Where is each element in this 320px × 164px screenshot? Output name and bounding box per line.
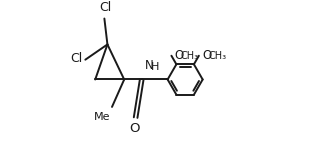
Text: CH₃: CH₃: [208, 51, 226, 61]
Text: O: O: [175, 49, 184, 62]
Text: O: O: [129, 123, 140, 135]
Text: O: O: [202, 49, 212, 62]
Text: Cl: Cl: [70, 52, 83, 65]
Text: CH₃: CH₃: [180, 51, 199, 61]
Text: H: H: [151, 62, 160, 72]
Text: Cl: Cl: [99, 1, 111, 14]
Text: Me: Me: [94, 112, 110, 122]
Text: N: N: [145, 59, 154, 72]
